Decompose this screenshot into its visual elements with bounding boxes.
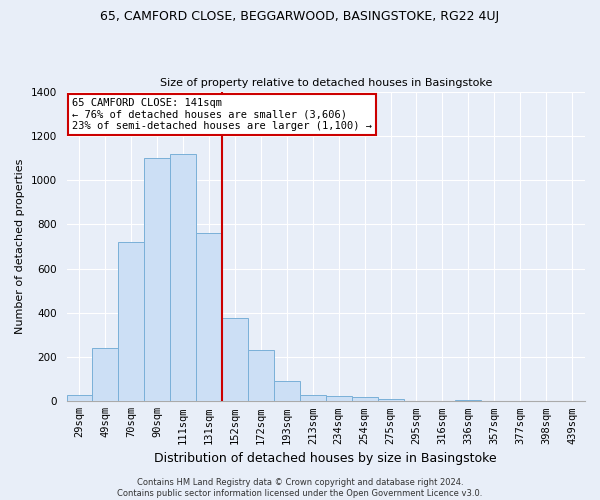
Bar [326,396,352,402]
Bar [248,350,274,402]
Bar [352,397,377,402]
X-axis label: Distribution of detached houses by size in Basingstoke: Distribution of detached houses by size … [154,452,497,465]
Title: Size of property relative to detached houses in Basingstoke: Size of property relative to detached ho… [160,78,492,88]
Bar [196,233,222,402]
Bar [377,399,404,402]
Bar [455,400,481,402]
Bar [170,154,196,402]
Bar [144,158,170,402]
Bar [67,394,92,402]
Text: 65, CAMFORD CLOSE, BEGGARWOOD, BASINGSTOKE, RG22 4UJ: 65, CAMFORD CLOSE, BEGGARWOOD, BASINGSTO… [100,10,500,23]
Bar [300,394,326,402]
Text: 65 CAMFORD CLOSE: 141sqm
← 76% of detached houses are smaller (3,606)
23% of sem: 65 CAMFORD CLOSE: 141sqm ← 76% of detach… [72,98,372,131]
Bar [222,318,248,402]
Bar [274,382,300,402]
Bar [92,348,118,402]
Y-axis label: Number of detached properties: Number of detached properties [15,158,25,334]
Bar [118,242,144,402]
Text: Contains HM Land Registry data © Crown copyright and database right 2024.
Contai: Contains HM Land Registry data © Crown c… [118,478,482,498]
